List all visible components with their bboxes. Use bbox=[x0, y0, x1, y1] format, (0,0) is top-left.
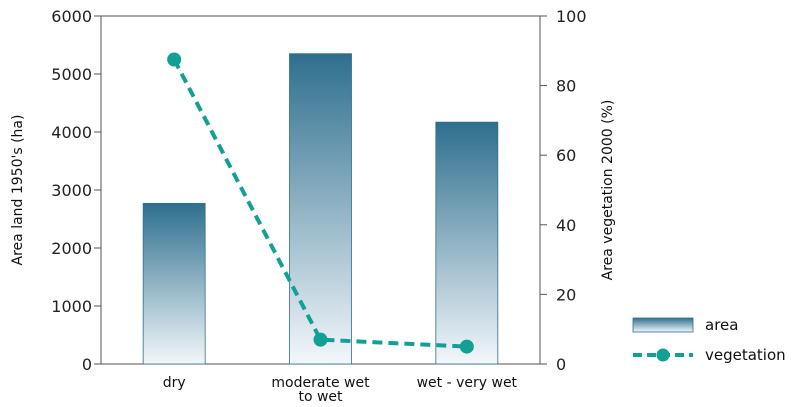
legend-area-swatch bbox=[632, 317, 694, 333]
legend-vegetation-marker bbox=[656, 348, 670, 362]
left-axis: 0 1000 2000 3000 4000 5000 6000 bbox=[51, 7, 101, 374]
vegetation-line bbox=[172, 58, 467, 349]
vegetation-point bbox=[459, 339, 474, 354]
category-label: dry bbox=[163, 375, 186, 391]
legend: area vegetation bbox=[632, 316, 786, 364]
category-label: moderate wet bbox=[271, 375, 370, 391]
left-tick-label: 1000 bbox=[51, 297, 92, 316]
left-axis-title: Area land 1950's (ha) bbox=[10, 115, 26, 266]
right-tick-label: 60 bbox=[556, 146, 576, 165]
left-tick-label: 4000 bbox=[51, 123, 92, 142]
legend-area-label: area bbox=[705, 316, 738, 334]
bar-area bbox=[435, 121, 499, 365]
left-tick-label: 2000 bbox=[51, 239, 92, 258]
bar-area bbox=[142, 202, 206, 365]
right-tick-label: 40 bbox=[556, 216, 576, 235]
vegetation-point bbox=[313, 332, 328, 347]
bars-layer bbox=[142, 53, 499, 365]
right-tick-label: 80 bbox=[556, 77, 576, 96]
right-axis-title: Area vegetation 2000 (%) bbox=[600, 100, 616, 281]
left-tick-label: 3000 bbox=[51, 181, 92, 200]
vegetation-line-layer bbox=[167, 52, 474, 354]
bar-area bbox=[289, 53, 352, 365]
left-tick-label: 0 bbox=[82, 355, 92, 374]
right-tick-label: 100 bbox=[556, 7, 587, 26]
left-tick-label: 5000 bbox=[51, 65, 92, 84]
right-tick-label: 20 bbox=[556, 285, 576, 304]
category-label: to wet bbox=[298, 389, 343, 405]
left-tick-label: 6000 bbox=[51, 7, 92, 26]
category-label: wet - very wet bbox=[417, 375, 518, 391]
legend-vegetation-label: vegetation bbox=[705, 346, 786, 364]
right-tick-label: 0 bbox=[556, 355, 566, 374]
right-axis: 0 20 40 60 80 100 bbox=[540, 7, 587, 374]
vegetation-point bbox=[167, 52, 182, 67]
